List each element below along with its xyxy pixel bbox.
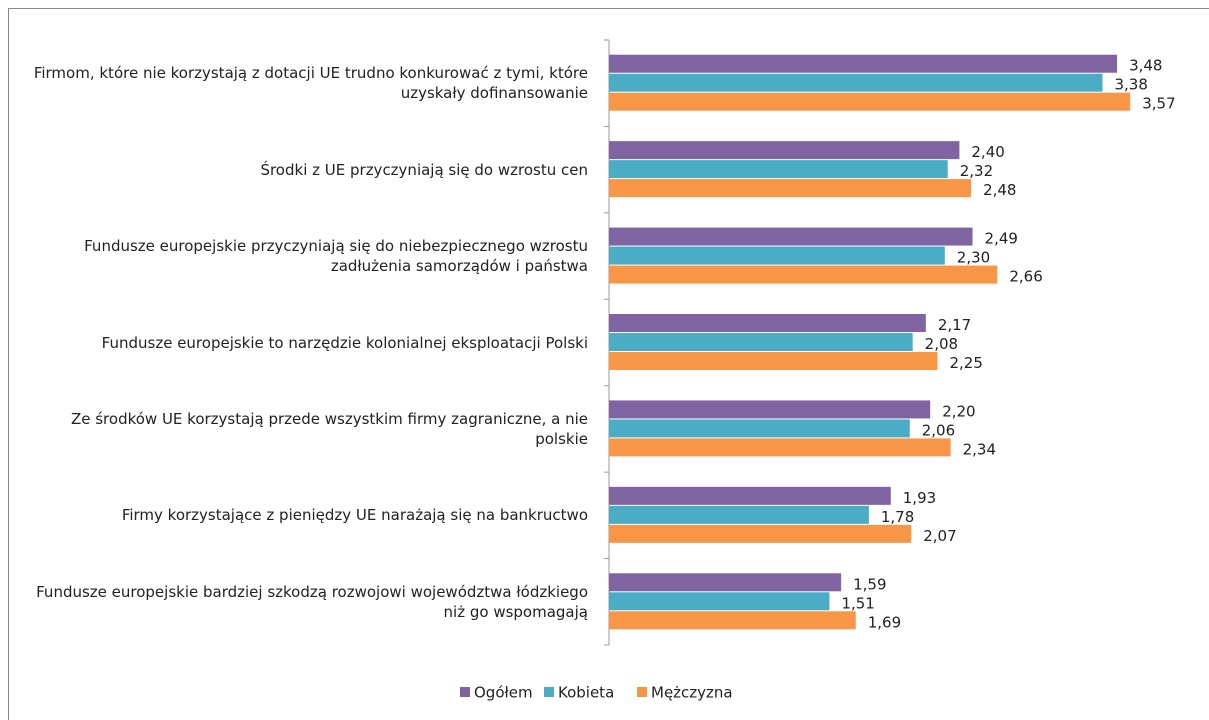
value-label: 2,48 — [983, 181, 1016, 199]
legend-swatch — [460, 687, 470, 697]
value-label: 1,59 — [853, 575, 886, 593]
value-label: 3,57 — [1142, 95, 1175, 113]
value-label: 2,17 — [938, 316, 971, 334]
category-label: Środki z UE przyczyniają się do wzrostu … — [260, 160, 588, 179]
value-label: 2,40 — [971, 143, 1004, 161]
value-label: 2,32 — [960, 162, 993, 180]
bar — [609, 486, 891, 505]
legend-label: Kobieta — [558, 684, 614, 702]
bar — [609, 54, 1118, 73]
value-label: 1,51 — [841, 594, 874, 612]
value-label: 3,48 — [1129, 57, 1162, 75]
category-label: Ze środków UE korzystają przede wszystki… — [70, 409, 588, 448]
category-label: Fundusze europejskie przyczyniają się do… — [84, 237, 588, 276]
bar — [609, 592, 830, 611]
bar — [609, 265, 998, 284]
bar — [609, 246, 945, 265]
bar — [609, 314, 926, 332]
legend-swatch — [544, 687, 554, 697]
value-label: 2,25 — [950, 354, 983, 372]
bar — [609, 400, 931, 419]
bar — [609, 333, 913, 351]
value-label: 2,06 — [922, 421, 955, 439]
bar — [609, 73, 1103, 92]
value-label: 3,38 — [1114, 76, 1147, 94]
bar — [609, 419, 910, 438]
value-label: 2,34 — [963, 440, 996, 458]
legend-swatch — [637, 687, 647, 697]
bar — [609, 179, 972, 198]
bar — [609, 611, 856, 630]
legend-label: Ogółem — [474, 684, 533, 702]
category-label: Firmy korzystające z pieniędzy UE naraża… — [121, 506, 588, 525]
bar — [609, 227, 973, 246]
bar — [609, 438, 951, 457]
value-label: 1,78 — [881, 508, 914, 526]
value-label: 2,08 — [925, 335, 958, 353]
category-label: Fundusze europejskie bardziej szkodzą ro… — [36, 582, 588, 621]
value-label: 2,30 — [957, 249, 990, 267]
category-label: Firmom, które nie korzystają z dotacji U… — [33, 64, 588, 103]
bar — [609, 573, 842, 592]
value-label: 2,07 — [923, 527, 956, 545]
value-label: 1,69 — [868, 613, 901, 631]
value-label: 2,20 — [942, 402, 975, 420]
bar — [609, 160, 948, 179]
value-label: 2,49 — [985, 230, 1018, 248]
value-label: 1,93 — [903, 489, 936, 507]
bar — [609, 92, 1131, 111]
legend-label: Mężczyzna — [651, 684, 733, 702]
category-label: Fundusze europejskie to narzędzie koloni… — [101, 333, 588, 352]
value-label: 2,66 — [1009, 268, 1042, 286]
bar — [609, 505, 869, 524]
chart-frame — [8, 8, 1209, 720]
bar — [609, 141, 960, 160]
bar — [609, 524, 912, 543]
bar — [609, 352, 938, 370]
